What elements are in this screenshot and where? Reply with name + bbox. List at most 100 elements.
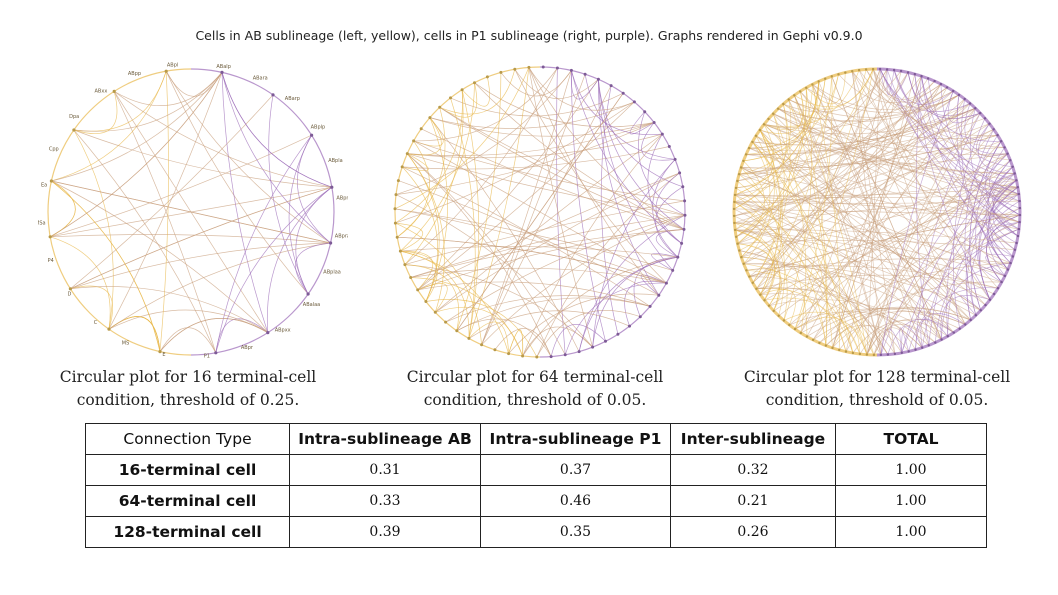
graph-edge [159,318,268,352]
table-header-row: Connection Type Intra-sublineage AB Intr… [85,423,987,455]
graph-edge [413,117,444,147]
graph-edge [51,71,167,182]
graph-node [403,263,407,267]
graph-edge [928,166,1013,346]
graph-node [648,304,652,308]
graph-node [793,327,797,331]
graph-node [858,352,862,356]
table-row: 128-terminal cell 0.39 0.35 0.26 1.00 [85,516,987,548]
graph-edge [763,123,1018,188]
graph-node [405,152,409,156]
graph-node [507,352,511,356]
graph-node [811,83,814,86]
graph-node [921,346,924,349]
graph-edge [522,256,678,357]
graph-edge [773,113,1008,156]
graph-edge [295,242,331,295]
graph-node [49,179,53,183]
node-label: ABpxx [275,328,291,334]
graph-edge [624,280,667,327]
graph-edge [760,153,1008,295]
graph-edge [940,84,1021,216]
graph-edge [421,128,685,230]
graph-node [777,314,780,317]
graph-node [751,281,754,284]
rim-ab [732,67,878,357]
graph-edge [772,113,807,334]
nodes [393,65,687,359]
graph-node [220,70,224,74]
graph-node [68,287,72,291]
graph-node [1000,140,1003,143]
node-label: ABalaa [303,302,320,308]
graph-edge [417,229,685,291]
graph-node [676,255,680,259]
graph-edge [536,172,680,358]
graph-edge [401,166,438,302]
graph-edge [783,69,888,113]
graph-edge [866,112,981,355]
graph-edge [413,140,685,202]
graph-node [851,351,855,355]
graph-edge [450,92,624,117]
table-cell: 0.35 [480,516,671,548]
node-label: P1 [204,353,210,359]
graph-edge [794,262,1011,330]
graph-edge [398,180,659,296]
table-row: 64-terminal cell 0.33 0.46 0.21 1.00 [85,485,987,517]
graph-edge [794,69,874,330]
graph-edge [992,193,1020,244]
graph-edge [760,68,881,295]
graph-edge [159,71,169,352]
graph-node [621,91,625,95]
graph-node [886,353,890,356]
graph-node [643,110,647,114]
graph-edge [50,234,331,244]
graph-edge [831,76,942,340]
graph-node [939,82,943,86]
graph-node [683,199,687,203]
graph-node [805,86,808,89]
graph-edge [221,72,269,333]
graph-edge [989,153,1021,209]
graph-edge [793,95,868,355]
graph-edge [788,99,998,140]
graph-edge [396,107,446,238]
graph-edge [50,72,223,238]
graph-node [1015,179,1018,182]
graph-node [541,65,545,69]
graph-node [899,69,903,73]
graph-edge [514,69,667,284]
graph-edge [417,172,680,291]
graph-edge [73,72,223,132]
graph-edge [873,327,916,356]
graph-edge [987,159,1014,257]
graph-edge [592,256,678,348]
graph-edge [266,186,333,333]
graph-node [945,86,949,89]
graph-node [837,73,840,76]
graph-edge [960,294,982,316]
network-graph-16: ABpl ABalp ABara ABarp ABplp ABpla ABprp ABpra A… [38,63,348,360]
graph-node [48,235,52,239]
graph-edge [108,242,331,330]
graph-edge [755,135,986,306]
graph-edge [759,129,1015,174]
graph-edge [734,222,781,312]
node-label: MS [122,340,130,346]
graph-node [767,117,770,121]
graph-node [1013,172,1016,175]
graph-node [412,139,416,143]
graph-edge [738,173,1006,277]
graph-edge [934,228,1020,343]
graph-edge [51,180,161,352]
graph-node [398,249,402,253]
graph-edge [773,179,1017,312]
graph-edge [872,69,966,325]
graph-edge [733,103,971,217]
graph-edge [70,286,268,333]
graph-edge [395,122,655,195]
graph-edge [435,172,680,313]
graph-edge [947,193,1020,337]
graph-edge [468,321,509,354]
